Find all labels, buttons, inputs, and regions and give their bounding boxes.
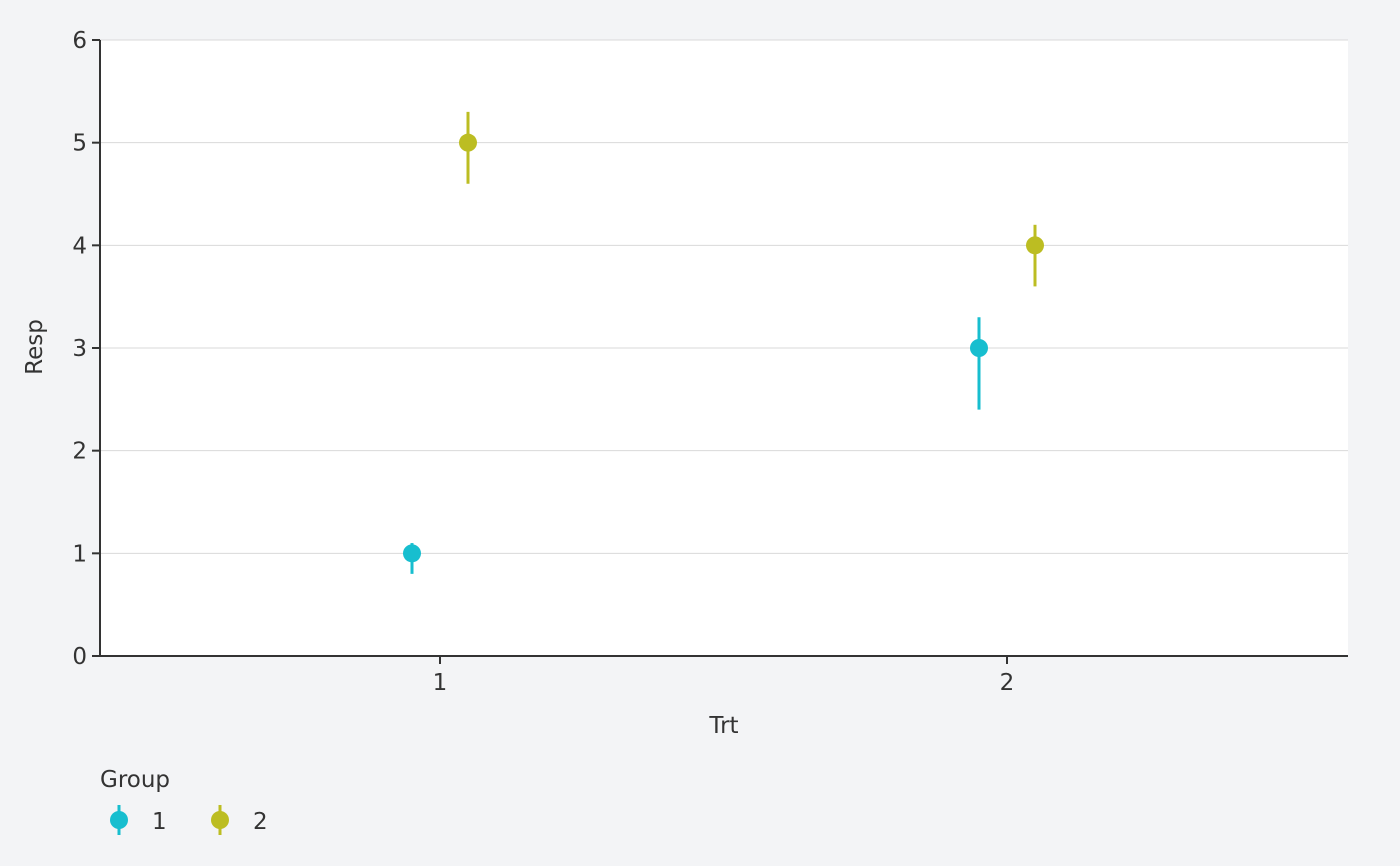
legend-key-point xyxy=(110,811,128,829)
x-axis-title: Trt xyxy=(708,713,738,739)
data-marks xyxy=(403,111,1044,574)
data-point xyxy=(1026,236,1044,255)
y-tick-label: 2 xyxy=(72,439,87,465)
y-axis-title: Resp xyxy=(22,319,48,375)
data-point xyxy=(403,544,421,563)
legend-label: 1 xyxy=(152,809,167,835)
legend-title: Group xyxy=(100,767,170,793)
y-tick-label: 5 xyxy=(72,131,87,157)
data-point xyxy=(459,133,477,152)
x-tick-label: 2 xyxy=(1000,670,1015,696)
legend-key-point xyxy=(211,811,229,829)
y-tick-label: 1 xyxy=(72,541,87,567)
legend-label: 2 xyxy=(253,809,268,835)
y-tick-label: 6 xyxy=(72,28,87,54)
y-axis-ticks: 0 1 2 3 4 5 6 xyxy=(72,28,100,670)
y-tick-label: 0 xyxy=(72,644,87,670)
data-point xyxy=(970,339,988,357)
x-tick-label: 1 xyxy=(433,670,448,696)
y-tick-label: 3 xyxy=(72,336,87,362)
y-tick-label: 4 xyxy=(72,233,87,259)
grid-lines xyxy=(100,39,1348,554)
